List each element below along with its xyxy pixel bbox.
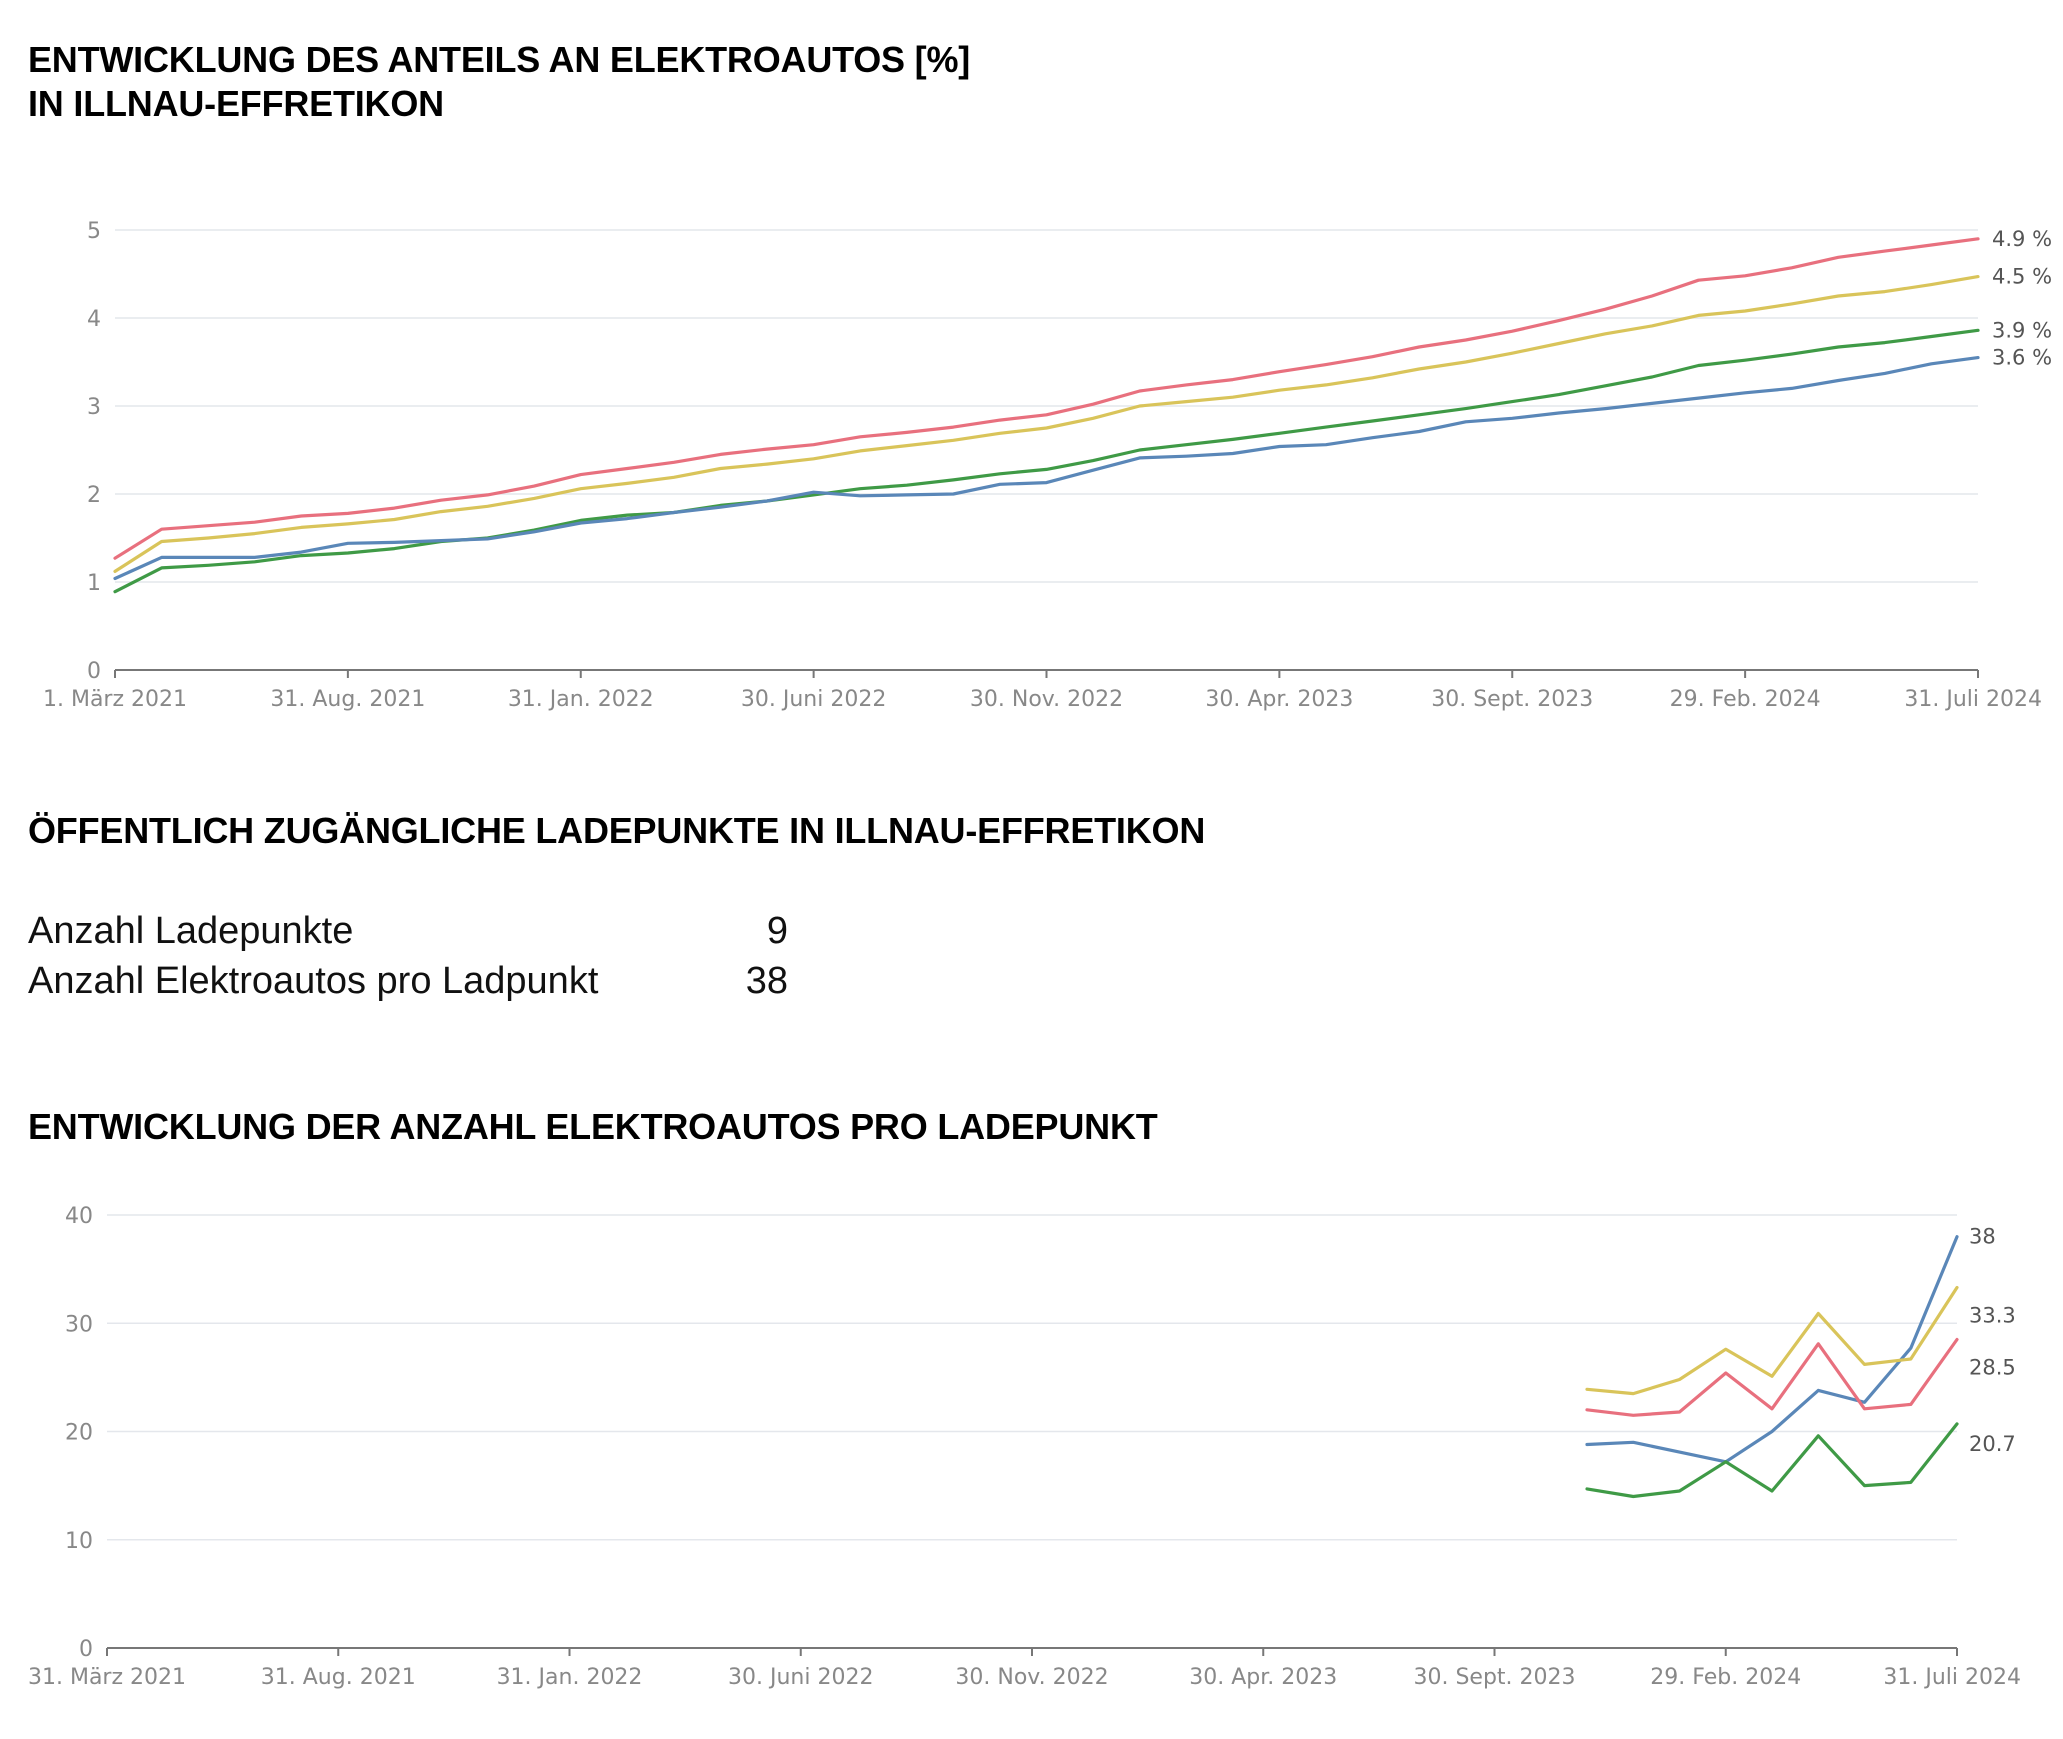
series-line <box>1585 1337 1959 1417</box>
series-line <box>1585 1422 1959 1499</box>
stat-row-charging-points: Anzahl Ladepunkte 9 <box>28 906 788 956</box>
series-line <box>1585 1285 1959 1396</box>
x-tick-label: 31. Jan. 2022 <box>508 687 654 712</box>
y-tick-label: 30 <box>65 1312 93 1337</box>
stat-row-evs-per-point: Anzahl Elektroautos pro Ladpunkt 38 <box>28 956 788 1006</box>
series-end-label: 28.5 <box>1969 1355 2016 1379</box>
x-tick-label: 29. Feb. 2024 <box>1670 687 1821 712</box>
series-end-label: 38 <box>1969 1225 1996 1249</box>
x-tick-label: 30. Juni 2022 <box>728 1665 873 1690</box>
y-tick-label: 1 <box>87 571 101 596</box>
series-line <box>113 237 1980 560</box>
y-tick-label: 40 <box>65 1204 93 1229</box>
x-tick-label: 31. Aug. 2021 <box>270 687 425 712</box>
series-end-label: 4.9 % <box>1992 227 2052 251</box>
stat-label-charging-points: Anzahl Ladepunkte <box>28 910 354 952</box>
chart1-title: ENTWICKLUNG DES ANTEILS AN ELEKTROAUTOS … <box>28 38 970 126</box>
chart2-title: ENTWICKLUNG DER ANZAHL ELEKTROAUTOS PRO … <box>28 1106 1158 1147</box>
chart1-title-line1: ENTWICKLUNG DES ANTEILS AN ELEKTROAUTOS … <box>28 39 971 80</box>
series-end-label: 3.9 % <box>1992 318 2052 342</box>
x-tick-label: 30. Apr. 2023 <box>1205 687 1353 712</box>
series-line <box>1585 1235 1959 1464</box>
chart1-title-line2: IN ILLNAU-EFFRETIKON <box>28 83 444 124</box>
x-tick-label: 31. März 2021 <box>28 1665 186 1690</box>
x-tick-label: 31. Aug. 2021 <box>261 1665 416 1690</box>
x-tick-label: 30. Sept. 2023 <box>1413 1665 1575 1690</box>
x-tick-label: 30. Nov. 2022 <box>970 687 1123 712</box>
y-tick-label: 3 <box>87 395 101 420</box>
series-line <box>113 328 1980 594</box>
stat-value-evs-per-point: 38 <box>745 960 788 1002</box>
series-end-label: 3.6 % <box>1992 346 2052 370</box>
x-tick-label: 30. Nov. 2022 <box>955 1665 1108 1690</box>
charging-stats-table: Anzahl Ladepunkte 9 Anzahl Elektroautos … <box>28 906 788 1006</box>
evs-per-charging-point-line-chart: 0 10 20 30 40 31. März 2021 31. Aug. 2021 31. J… <box>28 1204 2021 1690</box>
y-tick-label: 0 <box>79 1637 93 1662</box>
series-end-label: 20.7 <box>1969 1432 2016 1456</box>
series-end-label: 33.3 <box>1969 1304 2016 1328</box>
x-tick-label: 31. Juli 2024 <box>1904 687 2042 712</box>
series-line <box>113 274 1980 573</box>
y-tick-label: 4 <box>87 307 101 332</box>
y-tick-label: 5 <box>87 219 101 244</box>
ev-share-line-chart: 0 1 2 3 4 5 1. März 2021 31. Aug. 2021 31. Jan. … <box>43 219 2052 712</box>
stat-value-charging-points: 9 <box>766 910 788 952</box>
y-tick-label: 2 <box>87 483 101 508</box>
x-tick-label: 30. Sept. 2023 <box>1431 687 1593 712</box>
x-tick-label: 31. Juli 2024 <box>1883 1665 2021 1690</box>
x-tick-label: 30. Apr. 2023 <box>1189 1665 1337 1690</box>
x-tick-label: 1. März 2021 <box>43 687 187 712</box>
series-end-label: 4.5 % <box>1992 265 2052 289</box>
x-tick-label: 30. Juni 2022 <box>741 687 886 712</box>
x-tick-label: 29. Feb. 2024 <box>1650 1665 1801 1690</box>
x-tick-label: 31. Jan. 2022 <box>497 1665 643 1690</box>
y-tick-label: 20 <box>65 1421 93 1446</box>
series-line <box>113 356 1980 581</box>
y-tick-label: 10 <box>65 1529 93 1554</box>
y-tick-label: 0 <box>87 659 101 684</box>
stat-label-evs-per-point: Anzahl Elektroautos pro Ladpunkt <box>28 960 599 1002</box>
stats-title: ÖFFENTLICH ZUGÄNGLICHE LADEPUNKTE IN ILL… <box>28 810 1206 851</box>
